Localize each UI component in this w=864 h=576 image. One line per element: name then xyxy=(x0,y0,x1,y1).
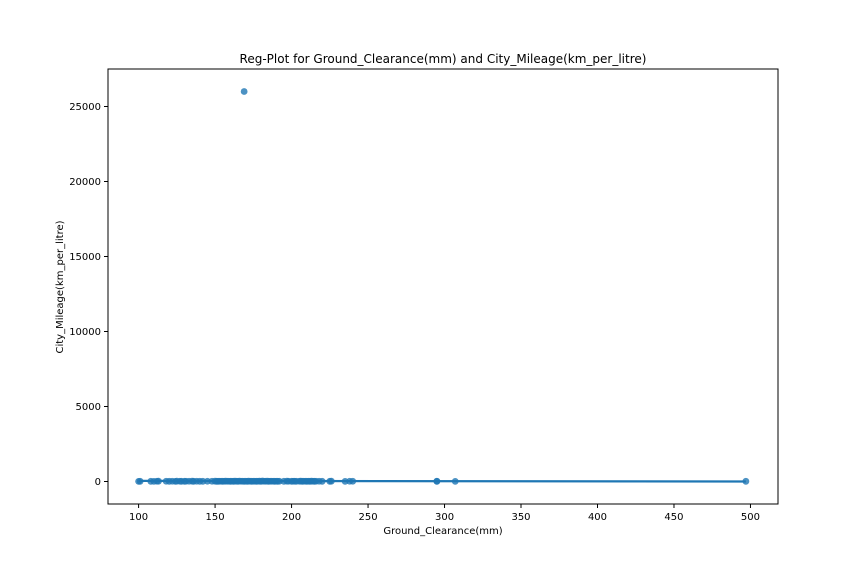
x-tick-label: 400 xyxy=(588,512,607,523)
y-tick-label: 5000 xyxy=(76,402,101,413)
y-tick-label: 25000 xyxy=(69,102,101,113)
x-tick-label: 450 xyxy=(664,512,683,523)
chart-title: Reg-Plot for Ground_Clearance(mm) and Ci… xyxy=(240,52,647,66)
x-axis-ticks: 100 150 200 250 300 350 400 450 500 xyxy=(129,504,760,523)
plot-area xyxy=(135,88,750,485)
axes-frame xyxy=(107,68,779,505)
y-tick-label: 15000 xyxy=(69,252,101,263)
y-tick-label: 0 xyxy=(95,477,101,488)
x-tick-label: 300 xyxy=(435,512,454,523)
x-tick-label: 100 xyxy=(129,512,148,523)
y-axis-label: City_Mileage(km_per_litre) xyxy=(55,220,66,353)
y-tick-label: 20000 xyxy=(69,177,101,188)
x-tick-label: 200 xyxy=(282,512,301,523)
scatter-point xyxy=(240,88,248,95)
x-tick-label: 250 xyxy=(358,512,377,523)
x-tick-label: 350 xyxy=(511,512,530,523)
x-axis-label: Ground_Clearance(mm) xyxy=(383,526,502,537)
y-axis-ticks: 0 5000 10000 15000 20000 25000 xyxy=(69,102,108,488)
regression-line xyxy=(138,479,746,483)
y-tick-label: 10000 xyxy=(69,327,101,338)
x-tick-label: 150 xyxy=(206,512,225,523)
x-tick-label: 500 xyxy=(741,512,760,523)
